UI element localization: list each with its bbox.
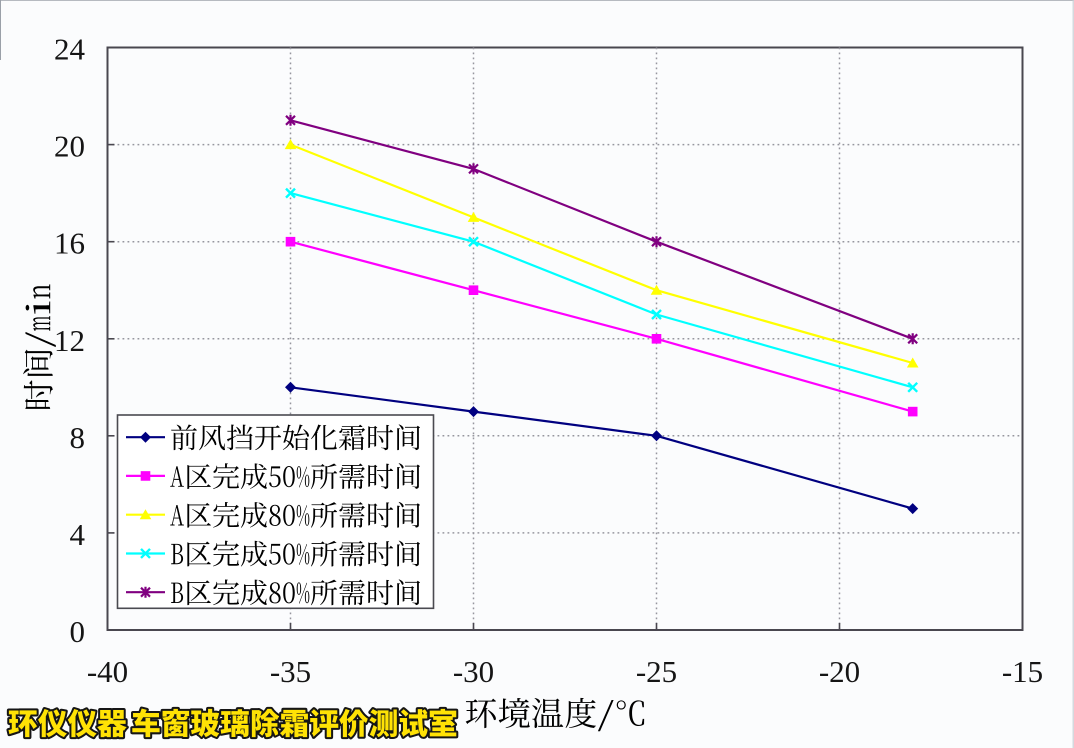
svg-text:-30: -30 bbox=[453, 654, 494, 689]
svg-text:8: 8 bbox=[70, 420, 86, 455]
svg-text:24: 24 bbox=[54, 32, 86, 67]
svg-text:12: 12 bbox=[54, 323, 85, 358]
svg-text:-25: -25 bbox=[636, 654, 677, 689]
svg-text:0: 0 bbox=[70, 614, 86, 649]
svg-text:-35: -35 bbox=[270, 654, 311, 689]
svg-text:20: 20 bbox=[54, 129, 85, 164]
svg-text:4: 4 bbox=[70, 517, 86, 552]
svg-text:-15: -15 bbox=[1002, 654, 1043, 689]
svg-text:-20: -20 bbox=[819, 654, 860, 689]
svg-text:16: 16 bbox=[54, 226, 85, 261]
svg-text:-40: -40 bbox=[87, 654, 128, 689]
